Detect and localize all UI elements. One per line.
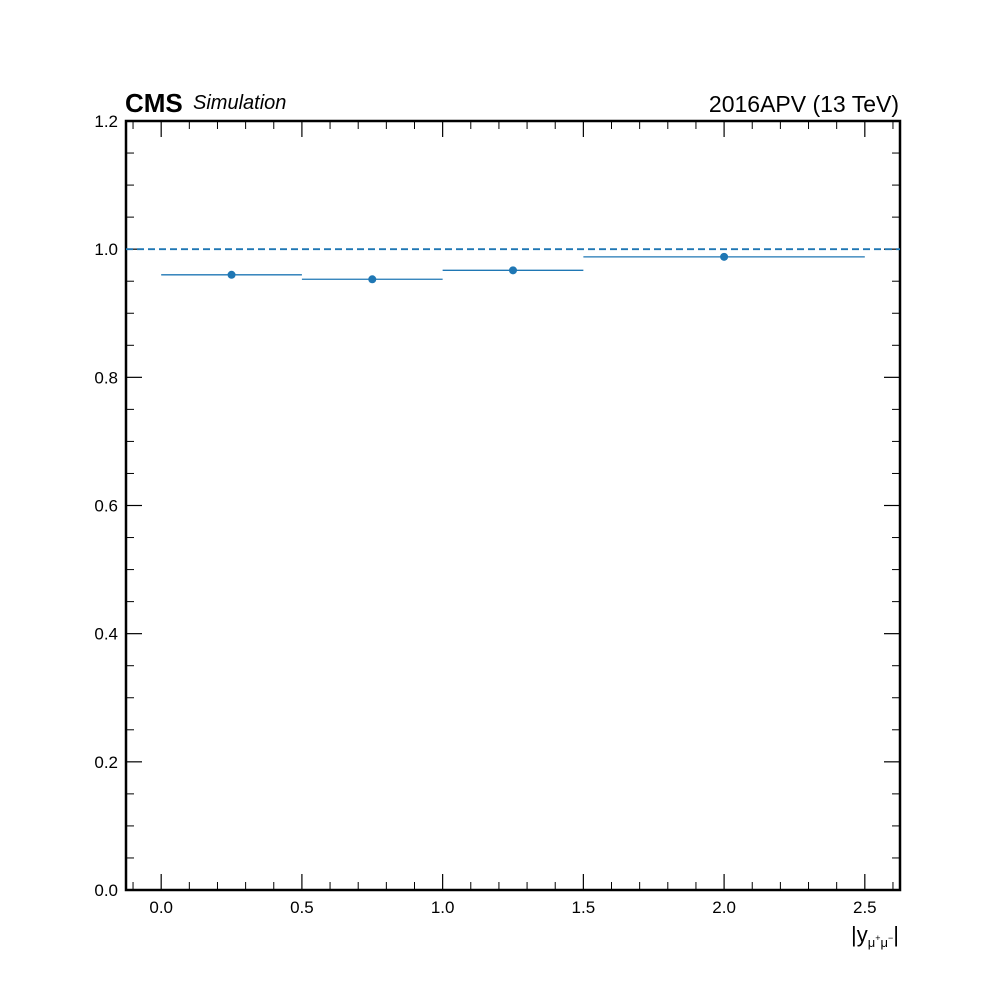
x-tick-label: 1.5 <box>572 898 596 917</box>
plot-frame <box>124 119 902 892</box>
y-tick-label: 1.2 <box>94 112 118 131</box>
data-point <box>368 275 377 284</box>
data-point <box>720 252 729 261</box>
y-tick-label: 0.6 <box>94 497 118 516</box>
x-tick-label: 1.0 <box>431 898 455 917</box>
x-axis-label: |yμ+μ−| <box>851 922 899 950</box>
x-tick-label: 2.5 <box>853 898 877 917</box>
x-tick-label: 2.0 <box>712 898 736 917</box>
simulation-tag: Simulation <box>193 92 287 114</box>
data-point <box>227 270 236 279</box>
experiment-label: CMS <box>125 88 183 118</box>
y-tick-label: 0.2 <box>94 753 118 772</box>
x-tick-label: 0.0 <box>149 898 173 917</box>
y-tick-label: 0.0 <box>94 881 118 900</box>
y-tick-label: 0.4 <box>94 625 118 644</box>
data-point <box>509 266 517 275</box>
y-tick-label: 0.8 <box>94 368 118 387</box>
x-tick-label: 0.5 <box>290 898 314 917</box>
y-tick-label: 1.0 <box>94 240 118 259</box>
lumi-label: 2016APV (13 TeV) <box>708 91 899 117</box>
